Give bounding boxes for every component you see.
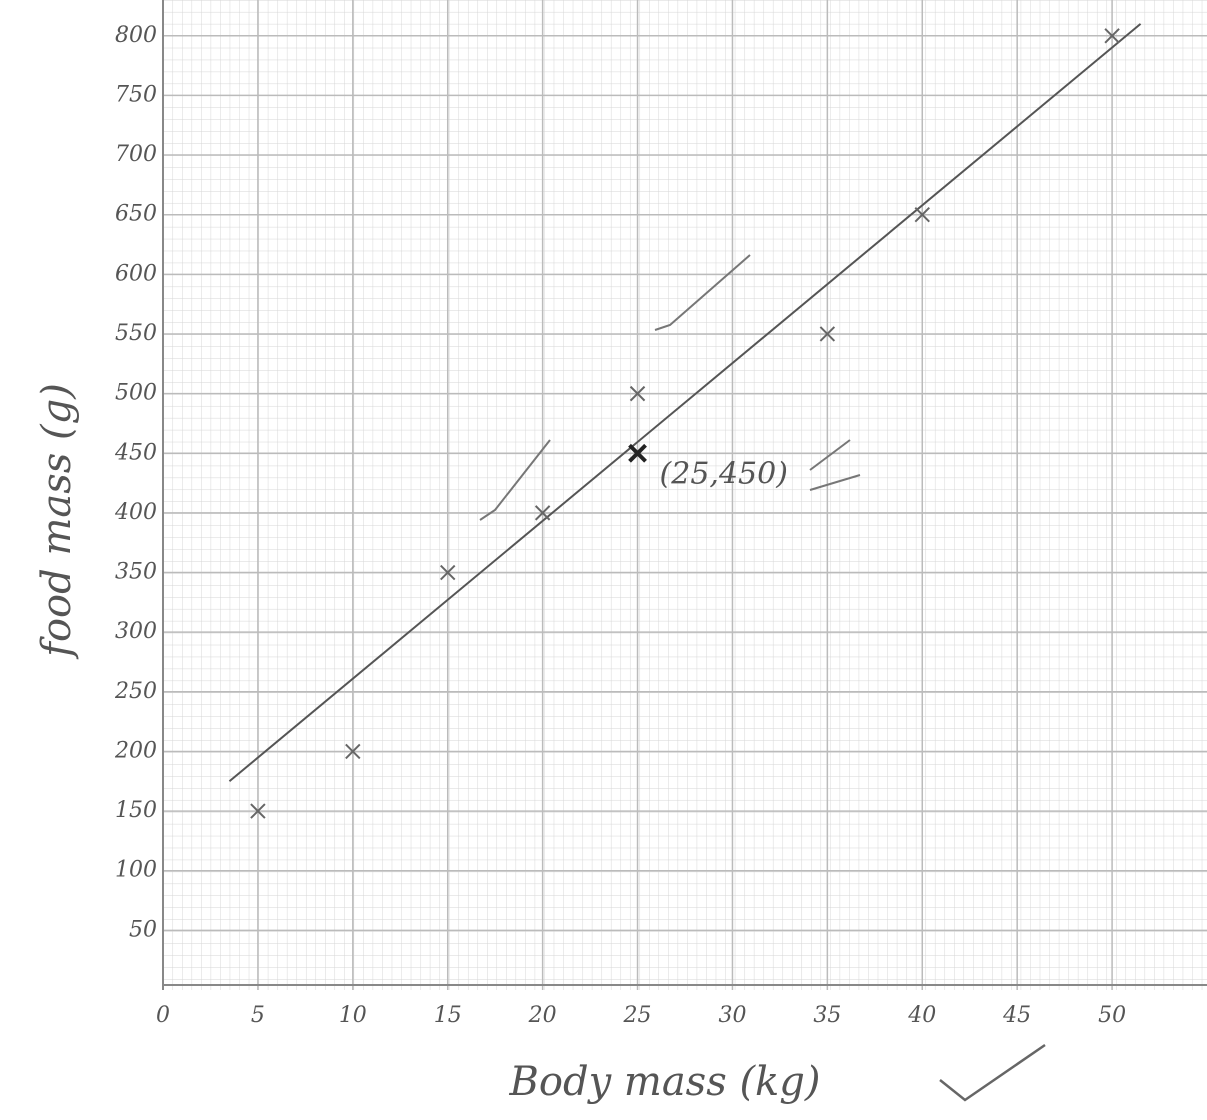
data-point — [1104, 28, 1120, 44]
y-tick-label: 300 — [115, 619, 157, 644]
pen-mark — [809, 439, 861, 491]
check-mark — [654, 254, 751, 331]
y-tick-label: 400 — [114, 500, 157, 525]
check-mark — [939, 1043, 1046, 1102]
y-tick-label: 50 — [129, 917, 157, 942]
data-point — [345, 743, 361, 760]
x-tick-label: 50 — [1098, 1003, 1126, 1028]
y-axis-label: food mass (g) — [34, 383, 80, 660]
data-point — [629, 385, 646, 402]
y-tick-label: 250 — [114, 679, 157, 704]
x-tick-label: 5 — [251, 1003, 265, 1028]
y-tick-label: 700 — [115, 142, 157, 167]
data-point — [819, 326, 836, 342]
x-axis-label: Body mass (kg) — [509, 1059, 821, 1105]
data-point — [534, 505, 551, 521]
y-tick-label: 650 — [115, 202, 157, 227]
mean-point — [628, 443, 647, 463]
data-point — [914, 206, 930, 223]
data-point — [250, 803, 266, 819]
y-tick-label: 550 — [115, 321, 157, 346]
y-tick-label: 600 — [115, 261, 157, 286]
data-point — [440, 564, 456, 581]
check-mark — [479, 439, 551, 521]
y-tick-label: 500 — [115, 381, 157, 406]
mean-point-label: (25,450) — [660, 456, 788, 491]
x-tick-label: 45 — [1002, 1003, 1031, 1028]
y-tick-label: 350 — [115, 560, 157, 585]
y-tick-label: 450 — [114, 440, 157, 465]
x-tick-label: 15 — [434, 1003, 462, 1028]
y-tick-label: 150 — [115, 798, 157, 823]
graph-paper — [163, 0, 1207, 990]
grid — [162, 0, 1207, 990]
x-tick-label: 20 — [528, 1003, 557, 1028]
y-tick-label: 200 — [114, 738, 157, 763]
x-tick-label: 40 — [907, 1003, 936, 1028]
x-tick-label: 30 — [718, 1003, 746, 1028]
y-tick-label: 100 — [115, 858, 157, 883]
y-tick-label: 800 — [115, 23, 157, 48]
y-tick-label: 750 — [115, 82, 157, 107]
x-tick-label: 25 — [623, 1003, 652, 1028]
x-tick-label: 10 — [339, 1003, 367, 1028]
x-tick-label: 0 — [156, 1003, 170, 1028]
x-tick-label: 35 — [813, 1003, 841, 1028]
best-fit-line — [228, 23, 1142, 783]
